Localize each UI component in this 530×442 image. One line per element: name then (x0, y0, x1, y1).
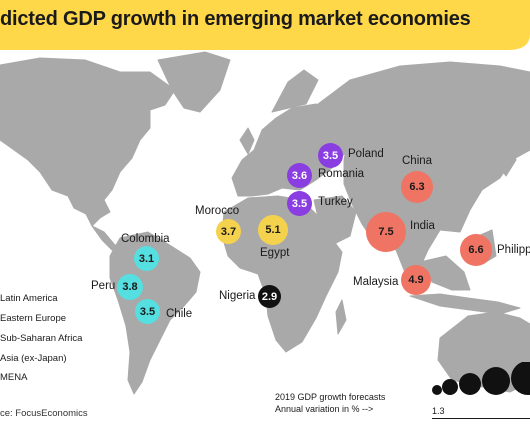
label-peru: Peru (91, 280, 116, 292)
legend-eastern-europe: Eastern Europe (0, 313, 67, 324)
southeast-asia-shape (419, 255, 471, 291)
scandinavia-shape (271, 69, 319, 113)
legend-latin-america: Latin America (0, 293, 58, 304)
greenland-shape (157, 51, 231, 113)
label-philippines: Philipp (497, 244, 530, 256)
north-america-shape (0, 57, 176, 227)
size-legend-axis (432, 418, 530, 419)
page-title: dicted GDP growth in emerging market eco… (0, 8, 471, 30)
label-morocco: Morocco (195, 205, 240, 217)
bubble-philippines: 6.6 (460, 234, 492, 266)
bubble-romania: 3.6 (287, 163, 312, 188)
bubble-nigeria: 2.9 (258, 285, 281, 308)
label-india: India (410, 220, 435, 232)
source-note: ce: FocusEconomics (0, 408, 88, 419)
legend-mena: MENA (0, 372, 28, 383)
title-banner-shape (0, 0, 530, 50)
legend-sub-saharan-africa: Sub-Saharan Africa (0, 333, 83, 344)
label-colombia: Colombia (121, 233, 170, 245)
bubble-chile: 3.5 (135, 299, 160, 324)
size-legend-circles (432, 362, 530, 395)
bubble-egypt: 5.1 (258, 215, 288, 245)
label-turkey: Turkey (318, 196, 353, 208)
uk-shape (239, 127, 255, 155)
label-egypt: Egypt (260, 247, 290, 259)
title-banner: dicted GDP growth in emerging market eco… (0, 0, 530, 50)
label-nigeria: Nigeria (219, 290, 256, 302)
bubble-colombia: 3.1 (134, 246, 159, 271)
asia-shape (317, 61, 530, 273)
japan-shape (497, 135, 517, 177)
label-china: China (402, 155, 433, 167)
bubble-china: 6.3 (401, 171, 433, 203)
bubble-peru: 3.8 (117, 274, 143, 300)
legend-asia: Asia (ex-Japan) (0, 353, 67, 364)
bubble-malaysia: 4.9 (401, 265, 431, 295)
bubble-turkey: 3.5 (287, 191, 312, 216)
size-legend-min: 1.3 (432, 406, 445, 416)
bubble-morocco: 3.7 (216, 219, 241, 244)
bubble-poland: 3.5 (318, 143, 343, 168)
size-legend-subtitle: Annual variation in % --> (275, 404, 374, 414)
middle-east-shape (313, 195, 357, 245)
size-legend-title: 2019 GDP growth forecasts (275, 392, 386, 402)
australia-shape (437, 311, 530, 393)
bubble-india: 7.5 (366, 212, 406, 252)
label-poland: Poland (348, 148, 384, 160)
label-romania: Romania (318, 168, 365, 180)
label-malaysia: Malaysia (353, 276, 399, 288)
madagascar-shape (335, 299, 347, 335)
indonesia-shape (409, 293, 521, 315)
label-chile: Chile (166, 308, 193, 320)
